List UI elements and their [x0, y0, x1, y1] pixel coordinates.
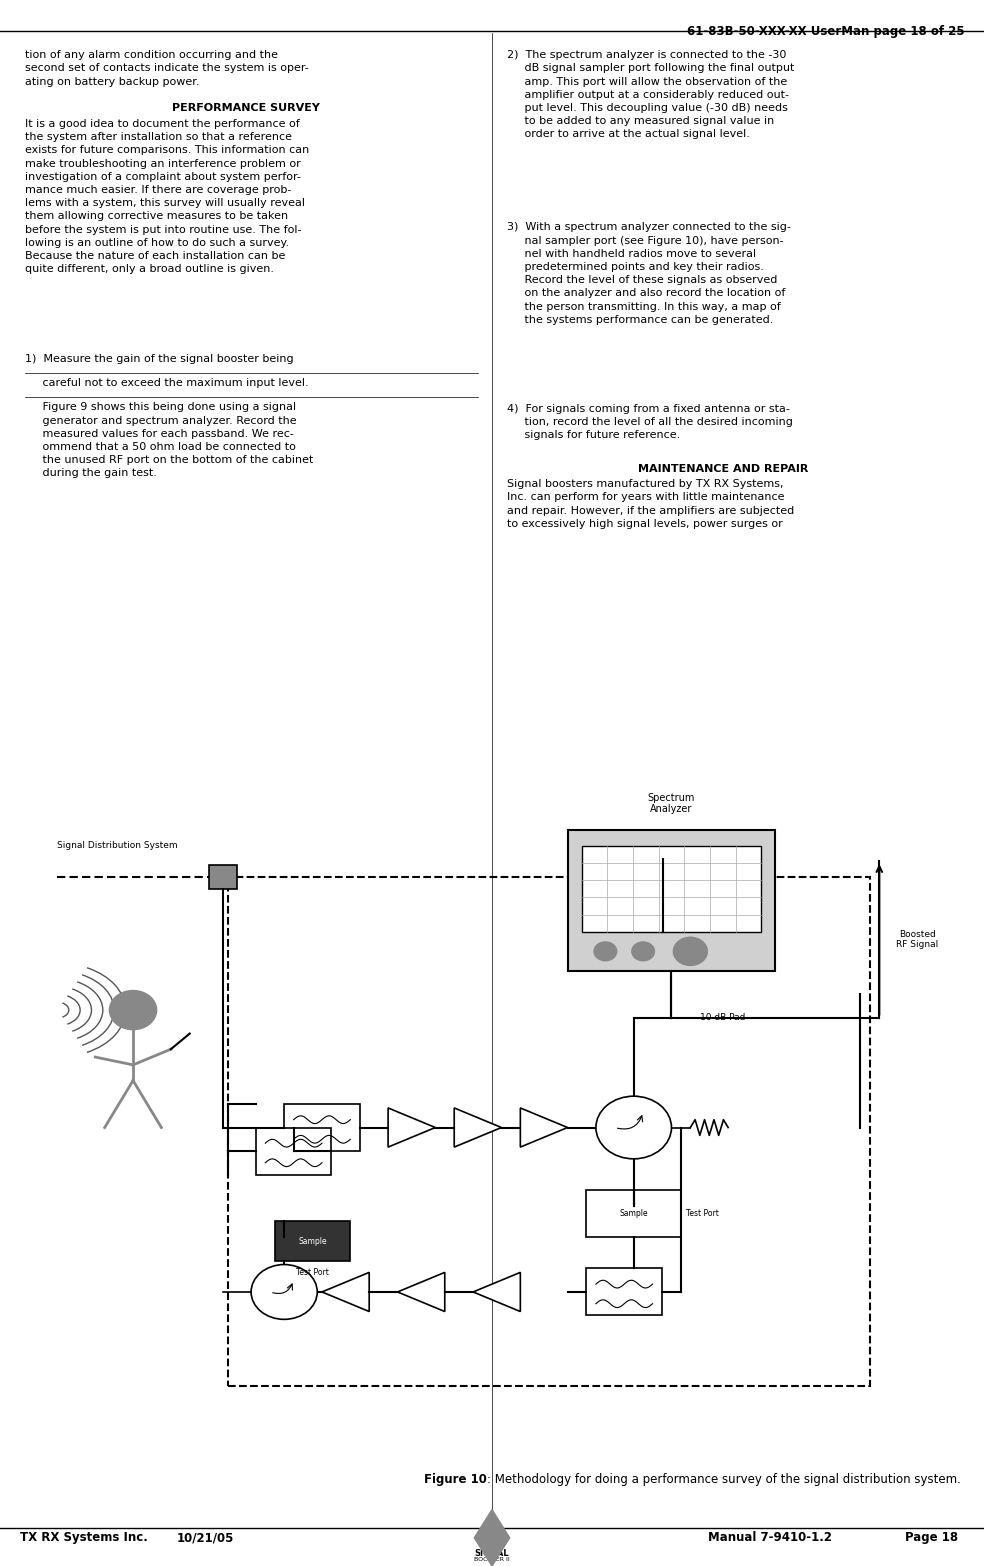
Text: Sample: Sample [298, 1237, 327, 1245]
Text: Manual 7-9410-1.2: Manual 7-9410-1.2 [708, 1532, 832, 1544]
Text: 10/21/05: 10/21/05 [177, 1532, 234, 1544]
Text: 2)  The spectrum analyzer is connected to the -30
     dB signal sampler port fo: 2) The spectrum analyzer is connected to… [507, 50, 794, 139]
Text: BOOSTER II: BOOSTER II [474, 1557, 510, 1561]
Circle shape [594, 941, 617, 960]
Text: Page 18: Page 18 [905, 1532, 958, 1544]
FancyBboxPatch shape [256, 1128, 332, 1174]
FancyBboxPatch shape [586, 1268, 662, 1315]
Text: 4)  For signals coming from a fixed antenna or sta-
     tion, record the level : 4) For signals coming from a fixed anten… [507, 404, 793, 440]
Text: 3)  With a spectrum analyzer connected to the sig-
     nal sampler port (see Fi: 3) With a spectrum analyzer connected to… [507, 222, 790, 324]
Polygon shape [455, 1109, 502, 1146]
Text: Figure 10: Figure 10 [424, 1474, 487, 1486]
Text: Figure 9 shows this being done using a signal
     generator and spectrum analyz: Figure 9 shows this being done using a s… [25, 402, 313, 479]
Circle shape [596, 1096, 671, 1159]
Text: 61-83B-50-XXX-XX UserMan page 18 of 25: 61-83B-50-XXX-XX UserMan page 18 of 25 [687, 25, 964, 38]
Text: MAINTENANCE AND REPAIR: MAINTENANCE AND REPAIR [638, 464, 809, 473]
Text: It is a good idea to document the performance of
the system after installation s: It is a good idea to document the perfor… [25, 119, 309, 274]
Text: Signal boosters manufactured by TX RX Systems,
Inc. can perform for years with l: Signal boosters manufactured by TX RX Sy… [507, 479, 794, 529]
FancyBboxPatch shape [582, 846, 762, 932]
Circle shape [632, 941, 654, 960]
Polygon shape [322, 1272, 369, 1311]
Text: Test Port: Test Port [296, 1268, 329, 1278]
Circle shape [109, 990, 156, 1030]
Text: 10 dB Pad: 10 dB Pad [700, 1013, 745, 1023]
Text: SIGNAL: SIGNAL [474, 1549, 510, 1558]
FancyBboxPatch shape [284, 1104, 360, 1151]
FancyBboxPatch shape [568, 830, 775, 971]
Text: Boosted
RF Signal: Boosted RF Signal [896, 930, 938, 949]
Text: Test Port: Test Port [686, 1209, 718, 1218]
FancyBboxPatch shape [209, 864, 237, 888]
FancyBboxPatch shape [275, 1221, 350, 1261]
Text: 1)  Measure the gain of the signal booster being: 1) Measure the gain of the signal booste… [25, 354, 293, 363]
Polygon shape [398, 1272, 445, 1311]
Polygon shape [521, 1109, 568, 1146]
Polygon shape [388, 1109, 435, 1146]
Polygon shape [473, 1272, 521, 1311]
Text: : Methodology for doing a performance survey of the signal distribution system.: : Methodology for doing a performance su… [487, 1474, 961, 1486]
Circle shape [673, 936, 707, 965]
Text: PERFORMANCE SURVEY: PERFORMANCE SURVEY [172, 103, 320, 113]
FancyBboxPatch shape [586, 1190, 681, 1237]
Text: Signal Distribution System: Signal Distribution System [57, 841, 178, 850]
Polygon shape [474, 1510, 510, 1566]
Text: Sample: Sample [619, 1209, 648, 1218]
Text: TX RX Systems Inc.: TX RX Systems Inc. [20, 1532, 148, 1544]
Circle shape [251, 1264, 317, 1319]
Text: tion of any alarm condition occurring and the
second set of contacts indicate th: tion of any alarm condition occurring an… [25, 50, 308, 86]
Text: careful not to exceed the maximum input level.: careful not to exceed the maximum input … [25, 377, 308, 388]
Text: Spectrum
Analyzer: Spectrum Analyzer [647, 792, 695, 814]
